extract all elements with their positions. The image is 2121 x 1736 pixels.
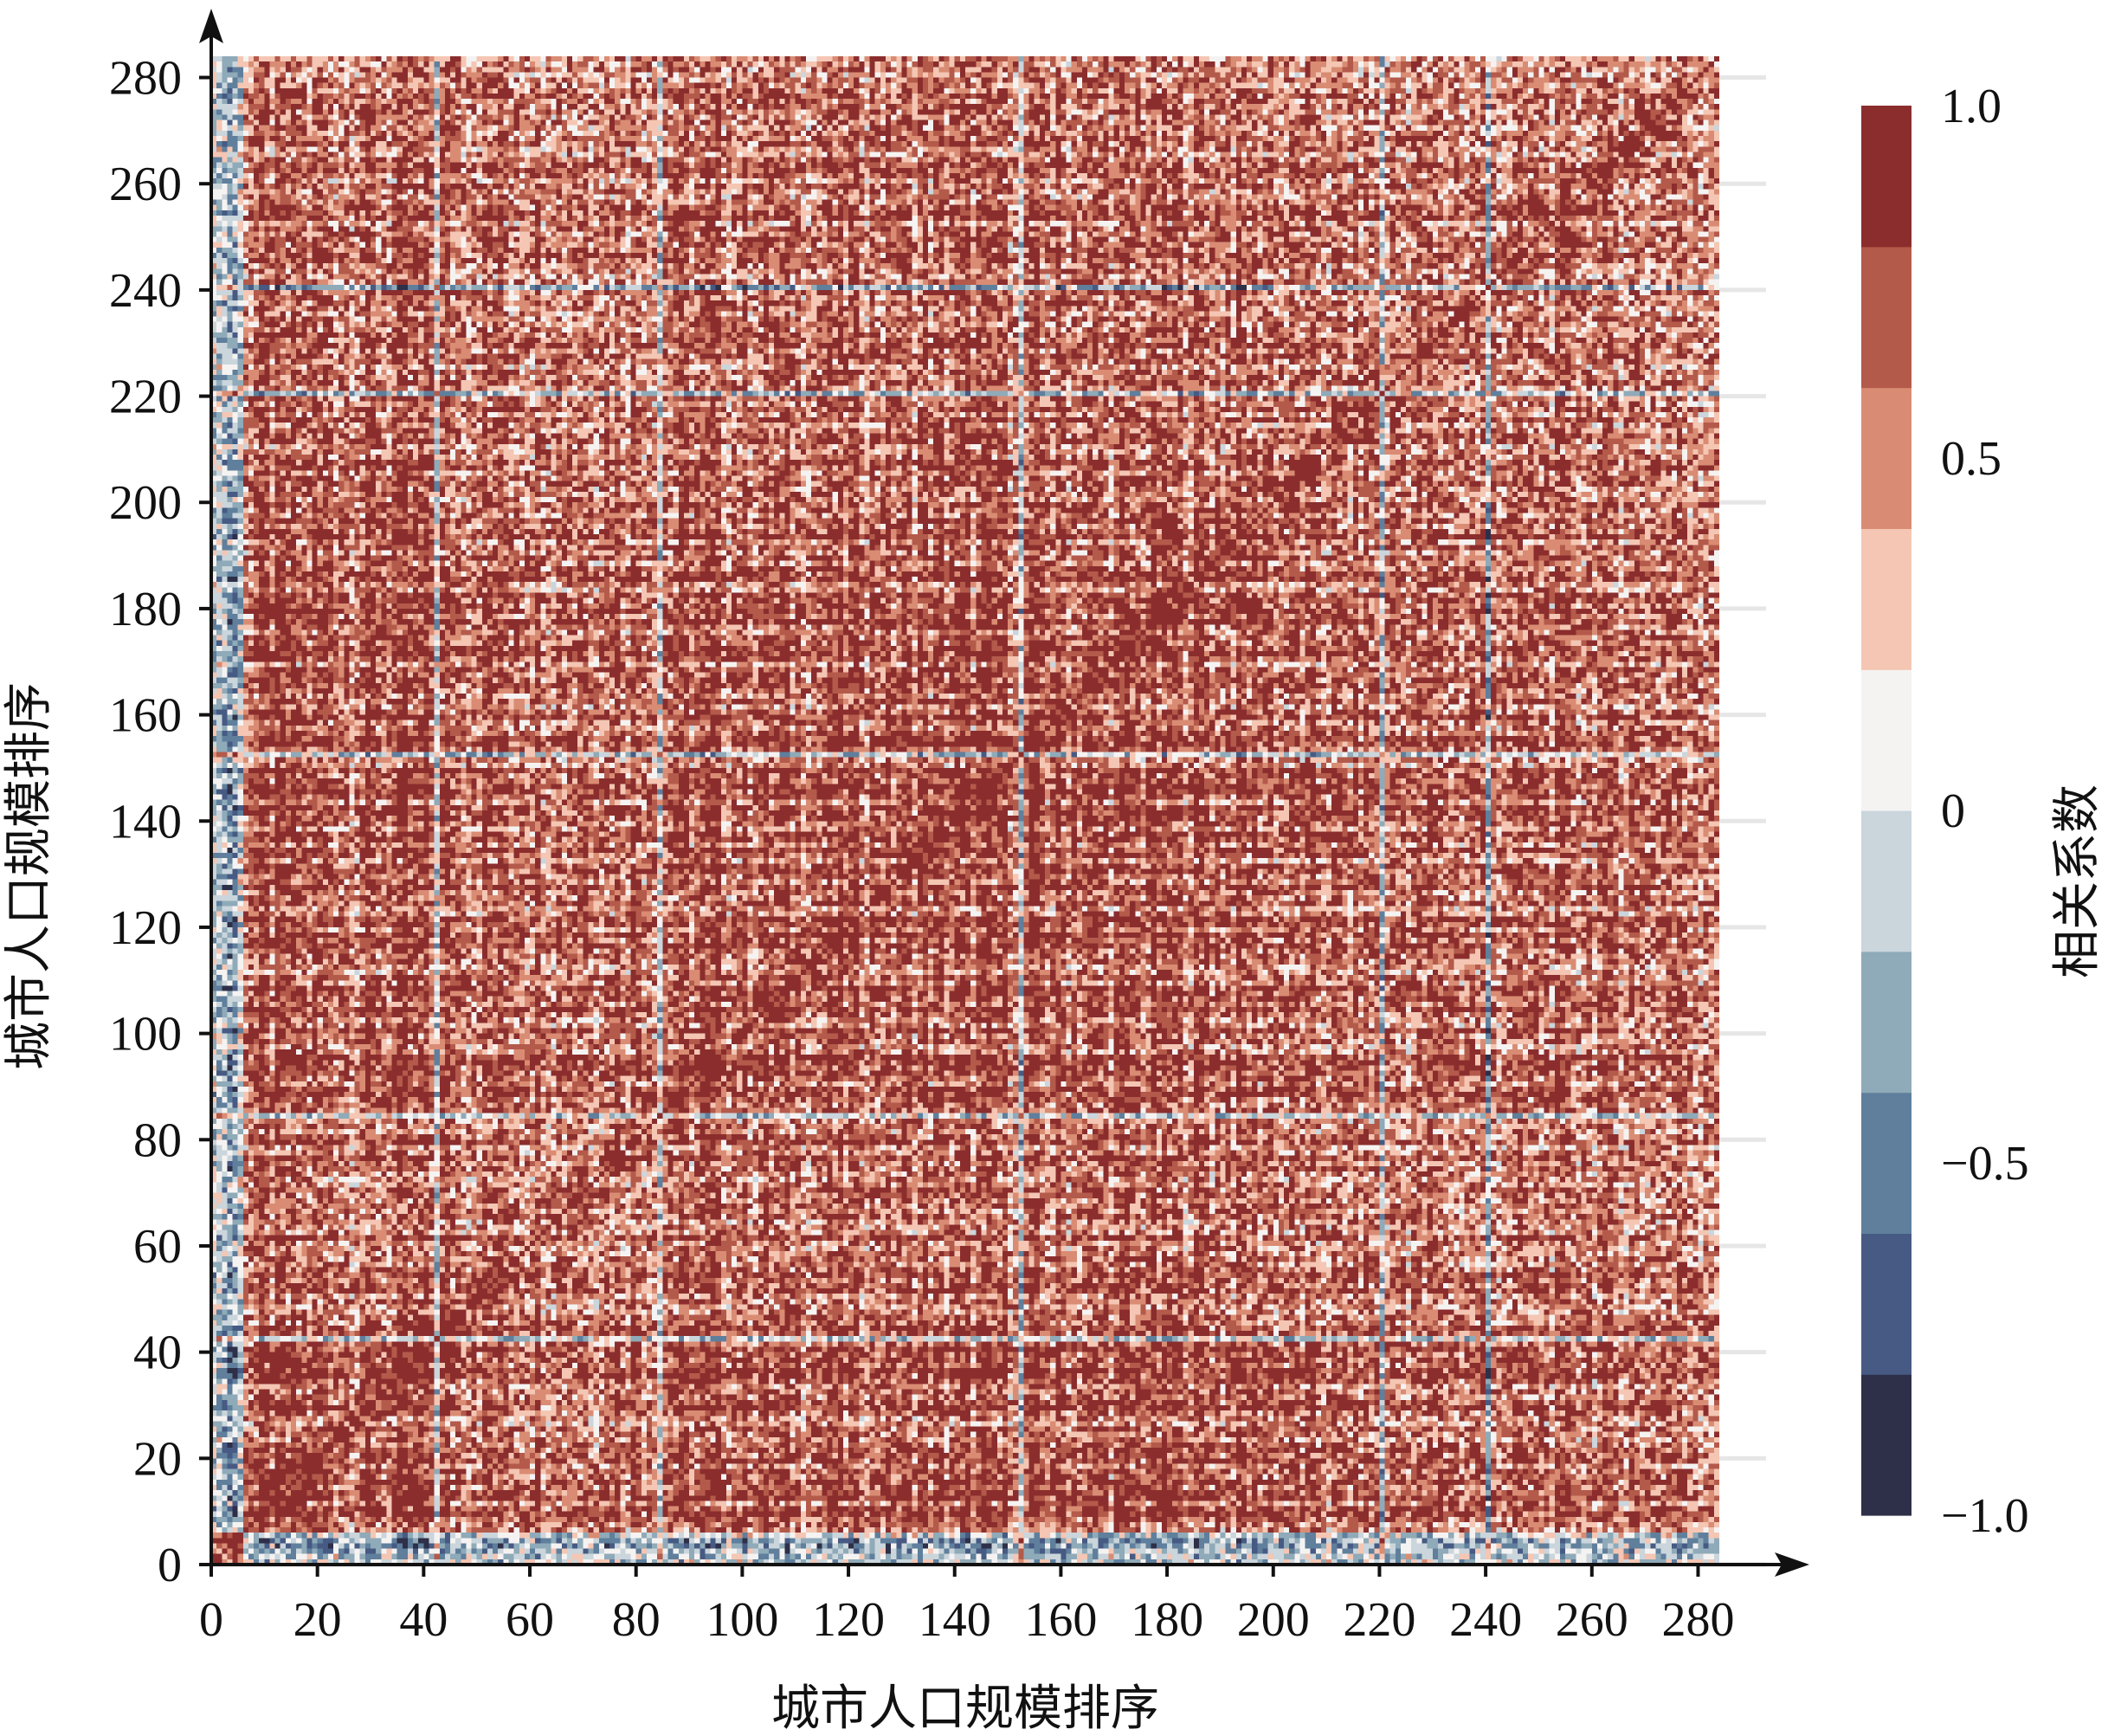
x-tick-label: 260 bbox=[1556, 1593, 1628, 1647]
colorbar-title: 相关系数 bbox=[2049, 784, 2105, 978]
x-axis bbox=[211, 1552, 1809, 1577]
colorbar-segment bbox=[1861, 1374, 1911, 1516]
y-tick-label: 120 bbox=[109, 901, 182, 955]
x-tick-label: 240 bbox=[1449, 1593, 1522, 1647]
y-axis-arrow bbox=[199, 9, 223, 43]
colorbar-segment bbox=[1861, 528, 1911, 670]
y-tick-label: 260 bbox=[109, 158, 182, 211]
x-tick-label: 80 bbox=[612, 1593, 661, 1647]
y-tick-label: 40 bbox=[133, 1326, 182, 1380]
colorbar-tick-label: −1.0 bbox=[1941, 1489, 2029, 1543]
y-tick-label: 60 bbox=[133, 1220, 182, 1274]
x-tick-label: 0 bbox=[199, 1593, 223, 1647]
colorbar-tick-label: −0.5 bbox=[1941, 1137, 2029, 1191]
y-axis-title: 城市人口规模排序 bbox=[1, 682, 57, 1070]
x-tick-label: 60 bbox=[506, 1593, 554, 1647]
y-tick-label: 240 bbox=[109, 264, 182, 318]
heatmap-cells bbox=[211, 56, 1719, 1565]
colorbar-segment bbox=[1861, 387, 1911, 529]
colorbar-tick-label: 0 bbox=[1941, 784, 1965, 838]
x-tick-label: 40 bbox=[399, 1593, 448, 1647]
colorbar-segment bbox=[1861, 1092, 1911, 1234]
x-tick-label: 140 bbox=[919, 1593, 991, 1647]
y-tick-label: 160 bbox=[109, 689, 182, 743]
y-tick-label: 20 bbox=[133, 1432, 182, 1486]
colorbar: 1.0 0.5 0 −0.5 −1.0 bbox=[1861, 80, 2029, 1543]
y-tick-label: 220 bbox=[109, 371, 182, 424]
y-tick-label: 200 bbox=[109, 476, 182, 530]
x-axis-arrow bbox=[1775, 1552, 1809, 1577]
colorbar-segment bbox=[1861, 810, 1911, 952]
colorbar-segment bbox=[1861, 669, 1911, 811]
x-tick-label: 120 bbox=[812, 1593, 885, 1647]
y-ticks: 0 20 40 60 80 100 120 140 160 180 200 220 240 260 280 bbox=[109, 52, 211, 1592]
colorbar-segment bbox=[1861, 106, 1911, 248]
y-axis bbox=[199, 9, 223, 1565]
x-ticks: 0 20 40 60 80 100 120 140 160 180 200 220 240 260 280 bbox=[199, 1565, 1734, 1647]
colorbar-tick-label: 0.5 bbox=[1941, 432, 2002, 486]
y-tick-label: 140 bbox=[109, 795, 182, 849]
y-tick-label: 180 bbox=[109, 583, 182, 636]
colorbar-segment bbox=[1861, 951, 1911, 1094]
y-tick-label: 80 bbox=[133, 1113, 182, 1167]
x-axis-title: 城市人口规模排序 bbox=[771, 1681, 1159, 1736]
x-tick-label: 220 bbox=[1343, 1593, 1415, 1647]
y-tick-label: 100 bbox=[109, 1008, 182, 1062]
x-tick-label: 20 bbox=[293, 1593, 342, 1647]
x-tick-label: 200 bbox=[1237, 1593, 1310, 1647]
x-tick-label: 280 bbox=[1661, 1593, 1734, 1647]
colorbar-segment bbox=[1861, 246, 1911, 389]
x-tick-label: 180 bbox=[1131, 1593, 1203, 1647]
x-tick-label: 160 bbox=[1024, 1593, 1097, 1647]
y-tick-label: 0 bbox=[158, 1539, 182, 1592]
y-tick-label: 280 bbox=[109, 52, 182, 106]
x-tick-label: 100 bbox=[706, 1593, 778, 1647]
colorbar-tick-label: 1.0 bbox=[1941, 80, 2002, 133]
colorbar-segment bbox=[1861, 1233, 1911, 1375]
